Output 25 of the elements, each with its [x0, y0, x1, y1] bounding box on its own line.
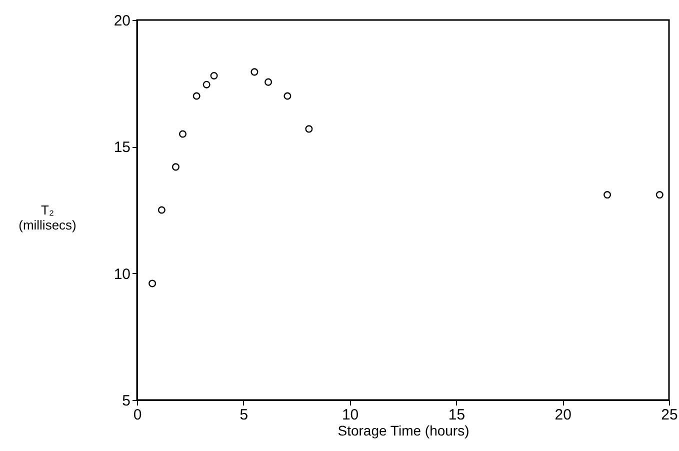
x-tick-label: 25	[661, 406, 678, 424]
point	[656, 191, 664, 199]
point	[172, 163, 180, 171]
y-tick-label: 5	[122, 392, 130, 410]
x-axis-title: Storage Time (hours)	[338, 422, 470, 438]
y-axis-title: T₂ (millisecs)	[18, 202, 76, 232]
point	[305, 125, 313, 133]
x-tick-label: 10	[342, 406, 359, 424]
point	[250, 68, 258, 76]
point	[178, 130, 187, 138]
point	[264, 78, 272, 86]
x-tick-label: 15	[448, 406, 466, 424]
point	[158, 206, 166, 214]
point	[284, 92, 292, 100]
point	[192, 92, 200, 100]
point	[202, 80, 210, 88]
y-tick-label: 20	[114, 12, 130, 30]
point	[148, 280, 156, 288]
x-tick-label: 20	[554, 406, 572, 424]
y-tick-label: 10	[114, 266, 130, 283]
x-tick-label: 0	[133, 406, 142, 424]
point	[604, 191, 612, 199]
y-tick-label: 15	[114, 139, 130, 156]
point	[210, 72, 218, 80]
x-tick-label: 5	[240, 406, 248, 424]
